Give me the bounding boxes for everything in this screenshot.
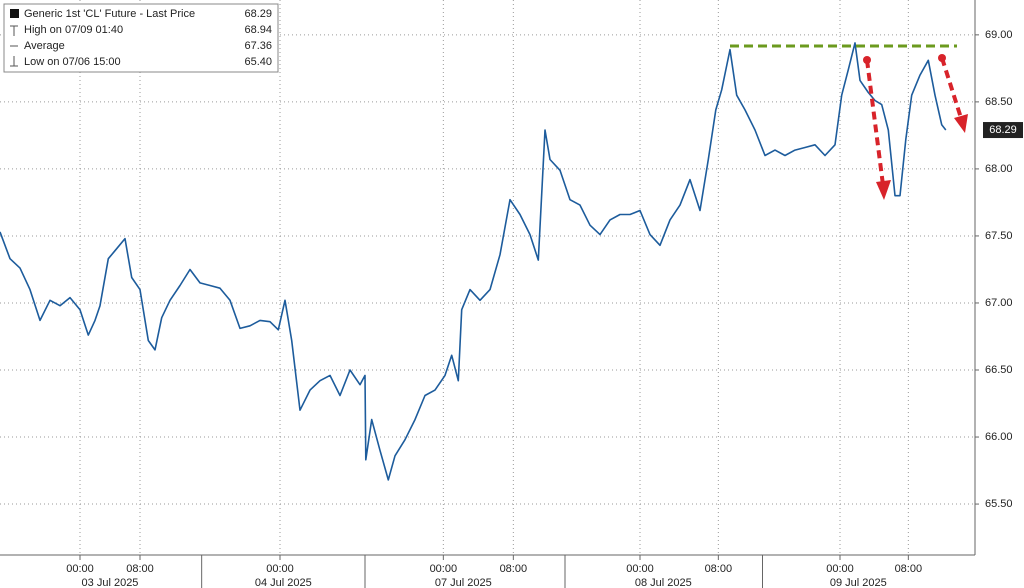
price-line <box>0 42 947 481</box>
y-tick-label: 68.00 <box>985 163 1013 175</box>
x-tick-label: 08:00 <box>895 563 923 575</box>
arrow-tail <box>938 54 946 62</box>
date-label: 09 Jul 2025 <box>830 577 887 588</box>
date-label: 08 Jul 2025 <box>635 577 692 588</box>
grid <box>0 0 975 555</box>
axis: 65.50 66.00 66.50 67.00 67.50 68.00 68.50 69.00… <box>66 29 1023 588</box>
legend-last-price: 68.29 <box>244 8 272 20</box>
y-tick-label: 67.00 <box>985 297 1013 309</box>
date-label: 07 Jul 2025 <box>435 577 492 588</box>
legend-stat-value: 68.94 <box>244 24 272 36</box>
legend-stat-label: Low on 07/06 15:00 <box>24 56 121 68</box>
legend-stat-label: High on 07/09 01:40 <box>24 24 123 36</box>
red-arrows <box>865 57 963 186</box>
y-tick-label: 66.50 <box>985 364 1013 376</box>
arrow-heads <box>863 54 968 200</box>
legend-series-name: Generic 1st 'CL' Future - Last Price <box>24 8 195 20</box>
x-tick-label: 00:00 <box>266 563 294 575</box>
legend-stat-value: 65.40 <box>244 56 272 68</box>
last-price-tag <box>983 122 1023 139</box>
x-tick-label: 00:00 <box>826 563 854 575</box>
arrow-2 <box>940 57 963 119</box>
y-tick-label: 65.50 <box>985 498 1013 510</box>
legend-icon <box>10 25 18 36</box>
last-price-label: 68.29 <box>989 124 1017 136</box>
y-tick-label: 66.00 <box>985 431 1013 443</box>
arrow-tail <box>863 56 871 64</box>
x-tick-label: 00:00 <box>430 563 458 575</box>
x-tick-label: 08:00 <box>500 563 528 575</box>
x-tick-label: 00:00 <box>626 563 654 575</box>
arrow-1 <box>865 59 885 186</box>
arrow-head <box>876 180 891 200</box>
legend-stat-label: Average <box>24 40 65 52</box>
y-tick-label: 68.50 <box>985 96 1013 108</box>
x-tick-label: 08:00 <box>126 563 154 575</box>
x-tick-label: 00:00 <box>66 563 94 575</box>
y-tick-label: 67.50 <box>985 230 1013 242</box>
y-tick-label: 69.00 <box>985 29 1013 41</box>
legend-icon <box>10 56 18 67</box>
plot <box>0 42 947 481</box>
arrow-head <box>954 114 968 133</box>
legend-box <box>3 3 279 73</box>
date-label: 03 Jul 2025 <box>82 577 139 588</box>
legend: Generic 1st 'CL' Future - Last Price 68.… <box>3 3 279 73</box>
legend-stat-value: 67.36 <box>244 40 272 52</box>
date-label: 04 Jul 2025 <box>255 577 312 588</box>
x-tick-label: 08:00 <box>705 563 733 575</box>
legend-swatch <box>10 9 19 18</box>
